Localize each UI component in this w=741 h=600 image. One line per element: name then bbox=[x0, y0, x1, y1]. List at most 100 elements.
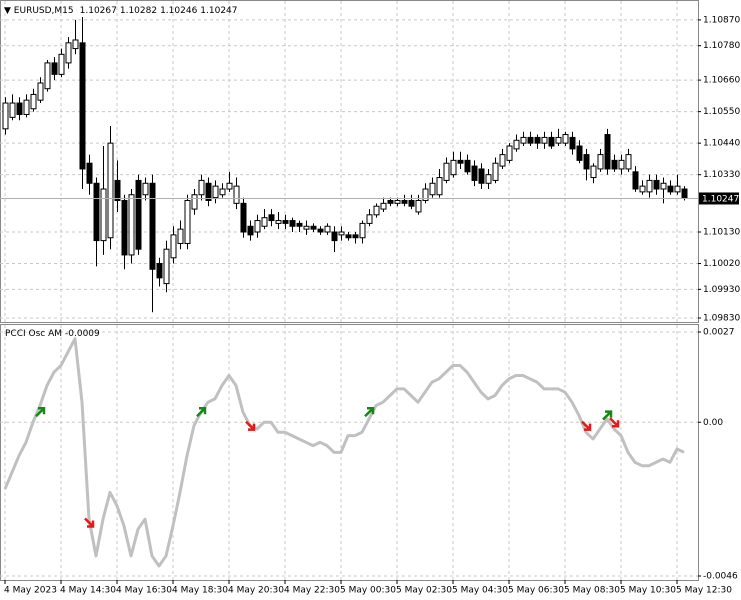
candle-body bbox=[485, 174, 492, 184]
candle-body bbox=[457, 159, 464, 164]
x-tick-label: 4 May 2023 bbox=[4, 586, 57, 596]
candle-body bbox=[107, 142, 114, 239]
candle-body bbox=[597, 154, 604, 170]
y-tick-label: 1.09930 bbox=[703, 285, 740, 295]
sell-arrow bbox=[245, 420, 256, 431]
x-tick-label: 4 May 14:30 bbox=[60, 586, 116, 596]
x-tick-label: 5 May 02:30 bbox=[396, 586, 452, 596]
candle-body bbox=[604, 134, 611, 170]
candle-body bbox=[219, 188, 226, 196]
candle-body bbox=[436, 177, 443, 196]
candle-body bbox=[163, 248, 170, 285]
candle-body bbox=[121, 199, 128, 256]
candle-body bbox=[422, 188, 429, 201]
candle-body bbox=[254, 220, 261, 233]
candle-body bbox=[520, 136, 527, 144]
info-close: 1.10247 bbox=[200, 6, 237, 16]
candle-body bbox=[513, 139, 520, 150]
candle-body bbox=[408, 199, 415, 207]
candle-body bbox=[373, 205, 380, 216]
candle-body bbox=[324, 225, 331, 233]
candle-body bbox=[415, 199, 422, 213]
indicator-name: PCCI Osc AM bbox=[5, 329, 62, 339]
y-tick-label: 1.10440 bbox=[703, 139, 740, 149]
y-tick-label: 1.10020 bbox=[703, 259, 740, 269]
candle-body bbox=[128, 194, 135, 256]
last-price-box bbox=[699, 192, 739, 205]
y-tick-label: -0.0046 bbox=[703, 571, 738, 581]
candle-body bbox=[625, 154, 632, 170]
y-tick-label: 1.10330 bbox=[703, 170, 740, 180]
candle-body bbox=[149, 182, 156, 270]
candle-body bbox=[555, 136, 562, 144]
candle-body bbox=[317, 228, 324, 233]
symbol: EURUSD,M15 bbox=[14, 6, 74, 16]
candle-body bbox=[23, 99, 30, 115]
y-tick-label: 1.10660 bbox=[703, 76, 740, 86]
candle-body bbox=[93, 182, 100, 242]
candle-body bbox=[114, 179, 121, 201]
candle-body bbox=[191, 194, 198, 210]
indicator-label: PCCI Osc AM -0.0009 bbox=[5, 329, 100, 339]
candle-body bbox=[338, 231, 345, 236]
candle-body bbox=[233, 185, 240, 204]
indicator-value: -0.0009 bbox=[65, 329, 100, 339]
candle-body bbox=[450, 159, 457, 176]
candle-body bbox=[541, 136, 548, 144]
candle-body bbox=[44, 62, 51, 90]
candle-body bbox=[30, 93, 37, 110]
candle-body bbox=[282, 220, 289, 224]
candle-body bbox=[9, 102, 16, 118]
candle-body bbox=[394, 199, 401, 204]
x-tick-label: 4 May 22:30 bbox=[284, 586, 340, 596]
candle-body bbox=[58, 53, 65, 75]
x-tick-label: 4 May 16:30 bbox=[116, 586, 172, 596]
y-tick-label: 1.10780 bbox=[703, 41, 740, 51]
oscillator-panel bbox=[0, 324, 699, 581]
dropdown-icon: ▼ bbox=[4, 6, 14, 16]
candle-body bbox=[331, 231, 338, 242]
candle-body bbox=[576, 145, 583, 161]
y-tick-label: 1.10870 bbox=[703, 15, 740, 25]
candle-body bbox=[674, 185, 681, 193]
buy-arrow bbox=[364, 406, 375, 418]
y-tick-label: 1.10130 bbox=[703, 228, 740, 238]
candle-body bbox=[100, 188, 107, 242]
candle-body bbox=[184, 199, 191, 244]
candle-body bbox=[583, 154, 590, 170]
sell-arrow bbox=[609, 417, 620, 428]
candle-body bbox=[653, 179, 660, 190]
x-tick-label: 4 May 18:30 bbox=[172, 586, 228, 596]
candle-body bbox=[611, 159, 618, 170]
candle-body bbox=[681, 188, 688, 199]
x-tick-label: 4 May 20:30 bbox=[228, 586, 284, 596]
candle-body bbox=[37, 82, 44, 101]
candle-body bbox=[632, 171, 639, 190]
candle-body bbox=[247, 225, 254, 236]
buy-arrow bbox=[602, 410, 613, 421]
candle-body bbox=[2, 102, 9, 130]
buy-arrow bbox=[35, 406, 46, 418]
candle-body bbox=[135, 179, 142, 250]
sell-arrow bbox=[84, 517, 95, 528]
candle-body bbox=[345, 234, 352, 239]
candle-body bbox=[506, 145, 513, 161]
candle-body bbox=[303, 225, 310, 230]
candle-body bbox=[72, 39, 79, 50]
candle-body bbox=[79, 42, 86, 170]
candle-body bbox=[65, 42, 72, 64]
candle-body bbox=[646, 179, 653, 193]
sell-arrow bbox=[581, 420, 592, 431]
x-tick-label: 5 May 04:30 bbox=[452, 586, 508, 596]
candle-body bbox=[310, 225, 317, 230]
candle-body bbox=[261, 217, 268, 227]
x-tick-label: 5 May 00:30 bbox=[340, 586, 396, 596]
candle-body bbox=[562, 134, 569, 144]
candle-body bbox=[366, 214, 373, 224]
x-tick-label: 5 May 06:30 bbox=[508, 586, 564, 596]
candle-body bbox=[667, 185, 674, 193]
info-open: 1.10267 bbox=[80, 6, 117, 16]
candle-body bbox=[660, 182, 667, 190]
info-high: 1.10282 bbox=[120, 6, 157, 16]
